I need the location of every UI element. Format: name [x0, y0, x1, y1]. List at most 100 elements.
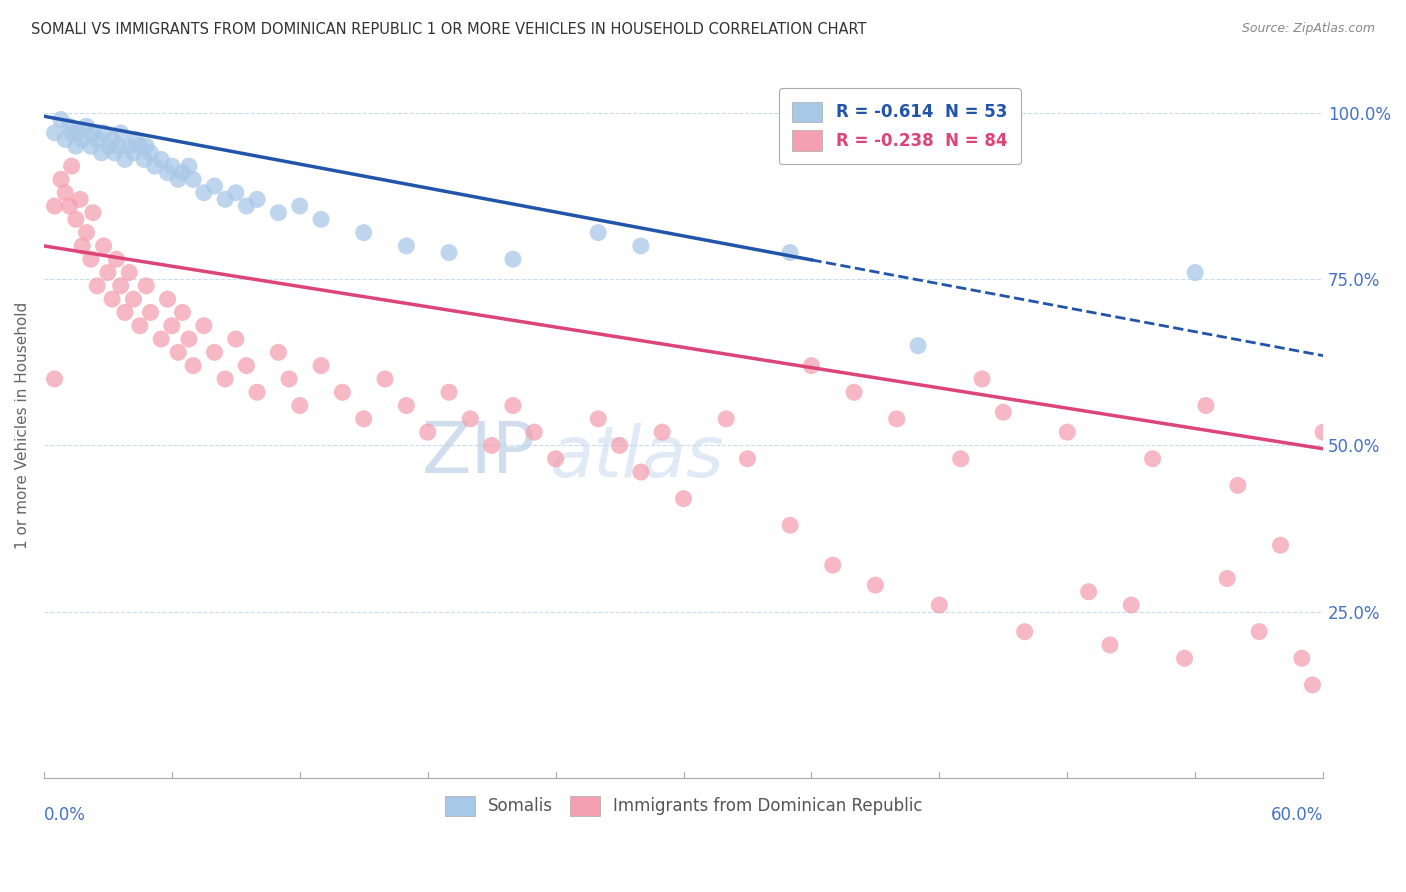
Point	[160, 159, 183, 173]
Point	[66, 126, 89, 140]
Text: 0.0%: 0.0%	[44, 806, 86, 824]
Point	[53, 186, 76, 200]
Point	[907, 339, 929, 353]
Point	[181, 172, 204, 186]
Legend: Somalis, Immigrants from Dominican Republic: Somalis, Immigrants from Dominican Repub…	[437, 789, 929, 822]
Point	[309, 359, 332, 373]
Point	[1301, 678, 1323, 692]
Point	[114, 153, 136, 167]
Point	[309, 212, 332, 227]
Point	[156, 292, 179, 306]
Point	[93, 239, 115, 253]
Point	[58, 119, 80, 133]
Point	[139, 305, 162, 319]
Text: ZIP: ZIP	[422, 419, 537, 488]
Point	[72, 132, 94, 146]
Point	[949, 451, 972, 466]
Point	[76, 119, 98, 133]
Point	[586, 226, 609, 240]
Point	[502, 399, 524, 413]
Point	[267, 205, 290, 219]
Point	[118, 266, 141, 280]
Point	[395, 239, 418, 253]
Point	[65, 212, 87, 227]
Point	[225, 186, 247, 200]
Text: atlas: atlas	[550, 423, 724, 491]
Point	[288, 399, 311, 413]
Point	[737, 451, 759, 466]
Point	[225, 332, 247, 346]
Point	[374, 372, 396, 386]
Point	[1121, 598, 1143, 612]
Point	[1195, 399, 1218, 413]
Point	[101, 132, 124, 146]
Point	[114, 305, 136, 319]
Point	[80, 139, 103, 153]
Point	[105, 252, 128, 267]
Point	[49, 172, 72, 186]
Point	[235, 359, 257, 373]
Point	[118, 139, 141, 153]
Point	[1270, 538, 1292, 552]
Point	[502, 252, 524, 267]
Point	[1184, 266, 1206, 280]
Point	[107, 139, 129, 153]
Point	[842, 385, 865, 400]
Point	[1014, 624, 1036, 639]
Point	[288, 199, 311, 213]
Point	[928, 598, 950, 612]
Point	[86, 132, 108, 146]
Point	[124, 132, 146, 146]
Point	[181, 359, 204, 373]
Point	[82, 126, 104, 140]
Point	[172, 305, 194, 319]
Point	[86, 278, 108, 293]
Point	[353, 412, 375, 426]
Point	[1098, 638, 1121, 652]
Point	[69, 192, 91, 206]
Point	[72, 239, 94, 253]
Point	[246, 385, 269, 400]
Point	[82, 205, 104, 219]
Point	[235, 199, 257, 213]
Text: Source: ZipAtlas.com: Source: ZipAtlas.com	[1241, 22, 1375, 36]
Point	[49, 112, 72, 127]
Point	[97, 139, 120, 153]
Point	[1142, 451, 1164, 466]
Point	[672, 491, 695, 506]
Y-axis label: 1 or more Vehicles in Household: 1 or more Vehicles in Household	[15, 301, 30, 549]
Point	[143, 159, 166, 173]
Point	[177, 332, 200, 346]
Point	[204, 345, 226, 359]
Point	[44, 199, 66, 213]
Point	[1226, 478, 1249, 492]
Point	[204, 179, 226, 194]
Point	[110, 126, 132, 140]
Point	[437, 385, 460, 400]
Point	[1291, 651, 1313, 665]
Point	[1056, 425, 1078, 439]
Point	[150, 332, 173, 346]
Point	[97, 266, 120, 280]
Point	[160, 318, 183, 333]
Point	[93, 126, 115, 140]
Point	[128, 318, 150, 333]
Point	[609, 438, 631, 452]
Point	[167, 172, 190, 186]
Text: SOMALI VS IMMIGRANTS FROM DOMINICAN REPUBLIC 1 OR MORE VEHICLES IN HOUSEHOLD COR: SOMALI VS IMMIGRANTS FROM DOMINICAN REPU…	[31, 22, 866, 37]
Point	[821, 558, 844, 573]
Point	[278, 372, 301, 386]
Point	[886, 412, 908, 426]
Point	[193, 186, 215, 200]
Point	[172, 166, 194, 180]
Point	[544, 451, 567, 466]
Point	[132, 153, 155, 167]
Point	[65, 139, 87, 153]
Point	[651, 425, 673, 439]
Point	[800, 359, 823, 373]
Point	[714, 412, 737, 426]
Point	[101, 292, 124, 306]
Point	[437, 245, 460, 260]
Point	[865, 578, 887, 592]
Point	[128, 139, 150, 153]
